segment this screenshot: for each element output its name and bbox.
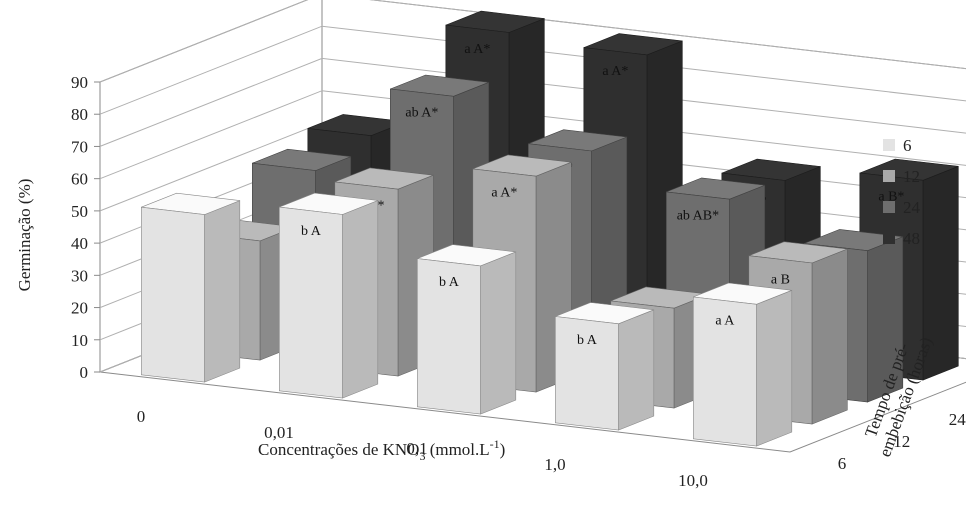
x-tick-label: 0 — [137, 407, 146, 426]
legend: 6 12 24 48 — [883, 136, 921, 248]
x-tick-label: 0,01 — [264, 423, 294, 442]
bar-front — [278, 206, 343, 399]
y-tick-label: 0 — [80, 363, 89, 382]
bar-data-label: ab AB* — [677, 209, 719, 224]
y-tick-label: 30 — [71, 266, 88, 285]
bar-data-label: a B — [771, 272, 790, 287]
gridline — [99, 90, 966, 180]
bar-front — [141, 206, 205, 383]
y-tick-label: 70 — [71, 137, 88, 156]
y-tick-label: 10 — [71, 331, 88, 350]
y-tick-label: 80 — [71, 105, 88, 124]
y-axis-title: Germinação (%) — [15, 179, 34, 292]
bar-front — [416, 258, 481, 415]
x-axis-title: Concentrações de KNO3 (mmol.L-1) — [258, 437, 505, 463]
depth-tick-label: 12 — [893, 432, 910, 451]
bar-6h-0 — [141, 192, 241, 383]
legend-swatch — [883, 201, 895, 213]
bar-side — [342, 200, 379, 399]
bar-side — [756, 289, 793, 447]
legend-label: 48 — [903, 229, 920, 248]
x-tick-label: 10,0 — [678, 471, 708, 490]
y-tick-label: 50 — [71, 202, 88, 221]
gridline — [99, 25, 966, 115]
bar-side — [480, 251, 517, 415]
bar-data-label: b A — [577, 333, 598, 348]
bar-data-label: a B* — [878, 190, 904, 205]
legend-label: 6 — [903, 136, 912, 155]
gridline — [99, 0, 966, 83]
bar-side — [811, 248, 848, 425]
bar-data-label: a A* — [464, 42, 490, 57]
bar-data-label: a A* — [602, 64, 628, 79]
x-tick-label: 1,0 — [544, 455, 565, 474]
legend-swatch — [883, 139, 895, 151]
bar-6h-0_1: b A — [416, 244, 517, 415]
y-tick-label: 90 — [71, 73, 88, 92]
x-tick-label: 0,1 — [406, 439, 427, 458]
bar-side — [204, 200, 241, 383]
bar-6h-10_0: a A — [692, 282, 793, 447]
bar-front — [692, 296, 757, 447]
legend-item: 48 — [883, 229, 920, 248]
gridline — [99, 57, 966, 147]
depth-tick-label: 24 — [949, 410, 966, 429]
bar-data-label: b A — [439, 275, 460, 290]
bar-6h-1_0: b A — [554, 302, 655, 431]
y-tick-label: 20 — [71, 299, 88, 318]
legend-label: 12 — [903, 167, 920, 186]
legend-swatch — [883, 170, 895, 182]
bars: a A*a A*ab Ba B*ab A*a A*ab AB*a Bb AB*a… — [141, 10, 959, 447]
legend-label: 24 — [903, 198, 921, 217]
legend-item: 6 — [883, 136, 912, 155]
bar-6h-0_01: b A — [278, 192, 379, 399]
y-tick-label: 40 — [71, 234, 88, 253]
y-tick-labels: 0 10 20 30 40 50 60 70 80 90 — [71, 73, 100, 382]
bar-side — [618, 309, 655, 431]
bar-front — [554, 316, 619, 431]
bar-data-label: b A — [301, 224, 322, 239]
y-tick-label: 60 — [71, 170, 88, 189]
x-tick-labels: 0 0,01 0,1 1,0 10,0 — [137, 407, 708, 490]
bar-data-label: ab A* — [405, 106, 438, 121]
legend-item: 12 — [883, 167, 920, 186]
bar-data-label: a A* — [491, 186, 517, 201]
legend-item: 24 — [883, 198, 921, 217]
bar-data-label: a A — [715, 314, 735, 329]
depth-tick-label: 6 — [838, 454, 847, 473]
legend-swatch — [883, 232, 895, 244]
